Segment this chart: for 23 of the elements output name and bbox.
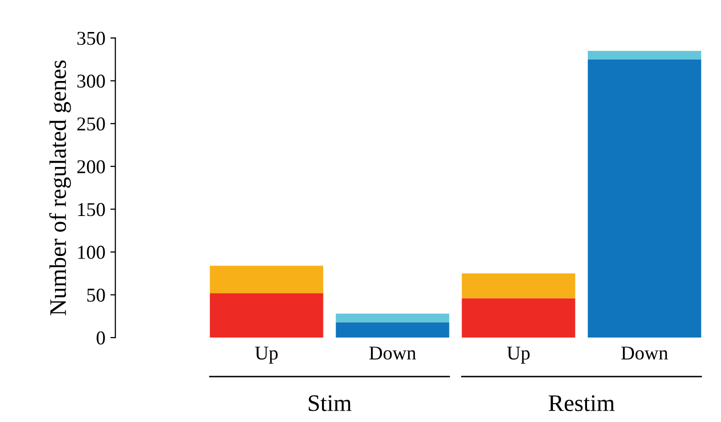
- y-tick-label: 300: [77, 74, 105, 88]
- y-tick-label: 150: [78, 203, 105, 216]
- y-tick-label: 250: [77, 117, 105, 131]
- bar: [336, 322, 450, 338]
- y-axis-title: Number of regulated genes: [49, 60, 71, 316]
- bar: [462, 298, 576, 338]
- bar: [210, 266, 324, 294]
- y-tick-label: 0: [96, 331, 105, 345]
- y-tick-label: 200: [77, 160, 105, 174]
- y-tick-label: 50: [87, 288, 105, 302]
- text: Restim: [548, 395, 615, 412]
- x-tick-label: Up: [507, 346, 530, 364]
- x-tick-label: Up: [255, 346, 278, 364]
- bar: [336, 314, 450, 322]
- bar: [462, 273, 576, 298]
- y-tick-label: 350: [77, 32, 105, 45]
- y-tick-label: 100: [78, 246, 105, 259]
- x-tick-label: Down: [369, 346, 416, 360]
- bar: [588, 59, 702, 338]
- text: Stim: [308, 395, 352, 412]
- x-tick-label: Down: [621, 346, 668, 360]
- bar: [588, 50, 702, 60]
- bar: [210, 293, 324, 338]
